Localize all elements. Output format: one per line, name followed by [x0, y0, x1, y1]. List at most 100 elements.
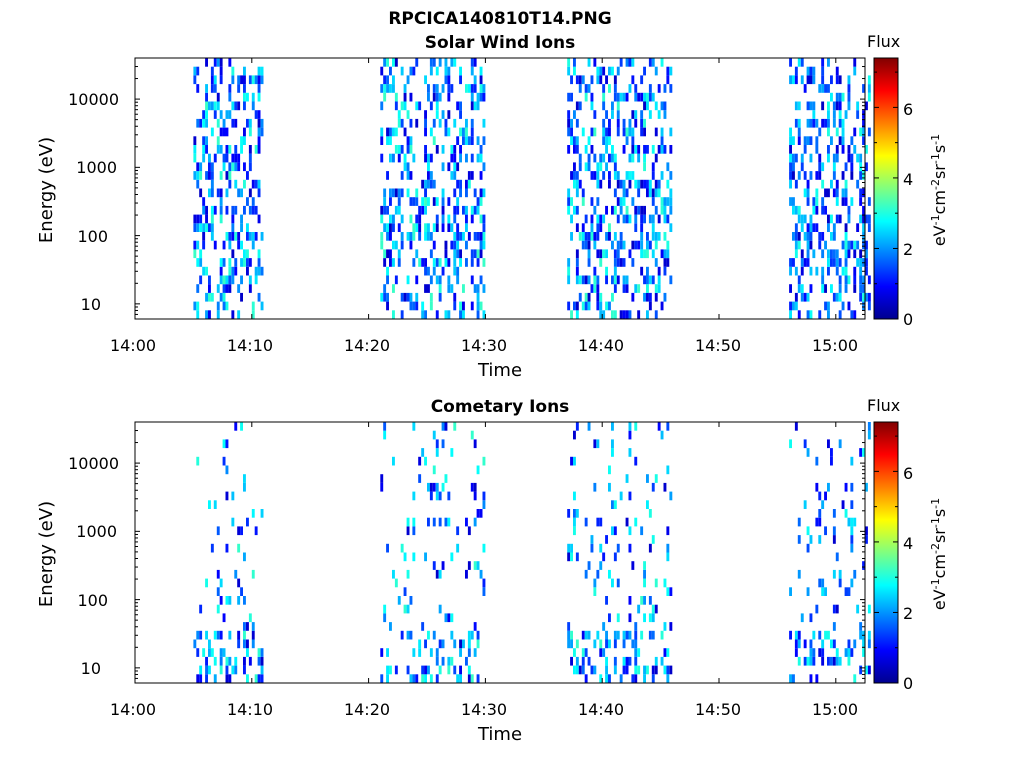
heatmap-cell [435, 648, 439, 657]
heatmap-cell [573, 456, 576, 466]
heatmap-cell [199, 223, 203, 232]
heatmap-cell [196, 310, 200, 319]
heatmap-cell [237, 630, 241, 640]
heatmap-cell [231, 266, 235, 276]
heatmap-cell [476, 301, 480, 311]
heatmap-cell [628, 526, 632, 536]
heatmap-cell [853, 127, 857, 137]
heatmap-cell [465, 127, 468, 137]
heatmap-cell [482, 84, 486, 93]
heatmap-cell [459, 110, 462, 119]
heatmap-cell [792, 232, 795, 241]
heatmap-cell [397, 153, 401, 163]
heatmap-cell [409, 145, 413, 154]
heatmap-cell [397, 145, 401, 154]
heatmap-cell [646, 266, 649, 276]
heatmap-cell [584, 92, 588, 102]
heatmap-cell [567, 110, 571, 119]
heatmap-cell [219, 266, 223, 276]
heatmap-cell [246, 639, 249, 649]
heatmap-cell [435, 101, 439, 111]
heatmap-cell [625, 214, 629, 224]
heatmap-cell [392, 153, 395, 163]
heatmap-cell [821, 587, 825, 596]
heatmap-cell [792, 197, 795, 206]
heatmap-cell [456, 205, 460, 215]
heatmap-cell [862, 223, 865, 232]
heatmap-cell [803, 136, 807, 145]
heatmap-cell [634, 223, 638, 232]
heatmap-cell [243, 66, 246, 76]
heatmap-cell [257, 648, 261, 657]
heatmap-cell [850, 171, 854, 180]
heatmap-cell [809, 214, 813, 224]
heatmap-cell [666, 66, 670, 76]
heatmap-cell [809, 66, 813, 76]
heatmap-cell [254, 275, 258, 285]
heatmap-cell [827, 101, 830, 111]
x-tick-label: 15:00 [812, 336, 858, 355]
heatmap-cell [867, 75, 871, 85]
heatmap-cell [660, 101, 664, 111]
heatmap-cell [859, 171, 863, 180]
heatmap-cell [832, 656, 836, 666]
heatmap-cell [441, 482, 445, 492]
heatmap-cell [447, 491, 451, 501]
heatmap-cell [438, 92, 442, 102]
heatmap-cell [628, 613, 632, 623]
heatmap-cell [611, 240, 614, 250]
heatmap-cell [596, 75, 600, 85]
heatmap-cell [567, 92, 571, 102]
heatmap-cell [394, 205, 398, 215]
heatmap-cell [865, 665, 868, 675]
heatmap-cell [260, 75, 264, 85]
heatmap-cell [838, 101, 842, 111]
heatmap-cell [412, 153, 416, 163]
heatmap-cell [835, 66, 839, 76]
heatmap-cell [453, 665, 457, 675]
heatmap-cell [237, 578, 241, 588]
heatmap-cell [631, 258, 635, 267]
heatmap-cell [593, 639, 597, 649]
heatmap-cell [599, 258, 603, 267]
heatmap-cell [193, 249, 197, 259]
heatmap-cell [821, 118, 825, 128]
heatmap-cell [219, 630, 223, 640]
heatmap-cell [663, 622, 667, 631]
heatmap-cell [228, 58, 232, 67]
heatmap-cell [482, 587, 486, 596]
heatmap-cell [663, 665, 667, 675]
heatmap-cell [435, 145, 439, 154]
heatmap-cell [248, 75, 252, 85]
heatmap-cell [421, 258, 425, 267]
heatmap-cell [631, 110, 635, 119]
heatmap-cell [827, 84, 830, 93]
heatmap-cell [219, 656, 223, 666]
heatmap-cell [666, 75, 670, 85]
heatmap-cell [584, 301, 588, 311]
heatmap-cell [389, 258, 392, 267]
heatmap-cell [666, 648, 670, 657]
heatmap-cell [389, 153, 392, 163]
heatmap-cell [476, 92, 480, 102]
heatmap-cell [841, 197, 845, 206]
heatmap-cell [570, 656, 573, 666]
heatmap-cell [237, 75, 241, 85]
heatmap-cell [596, 66, 600, 76]
heatmap-cell [789, 153, 792, 163]
heatmap-cell [809, 674, 813, 683]
heatmap-cell [646, 474, 649, 483]
heatmap-cell [850, 482, 854, 492]
heatmap-cell [435, 223, 439, 232]
heatmap-cell [228, 84, 232, 93]
heatmap-cell [470, 205, 474, 215]
heatmap-cell [450, 240, 454, 250]
heatmap-cell [847, 101, 851, 111]
heatmap-cell [254, 266, 258, 276]
heatmap-cell [453, 292, 457, 302]
heatmap-cell [613, 275, 617, 285]
heatmap-cell [797, 136, 801, 145]
heatmap-cell [865, 101, 868, 111]
heatmap-cell [243, 101, 246, 111]
heatmap-cell [619, 197, 623, 206]
